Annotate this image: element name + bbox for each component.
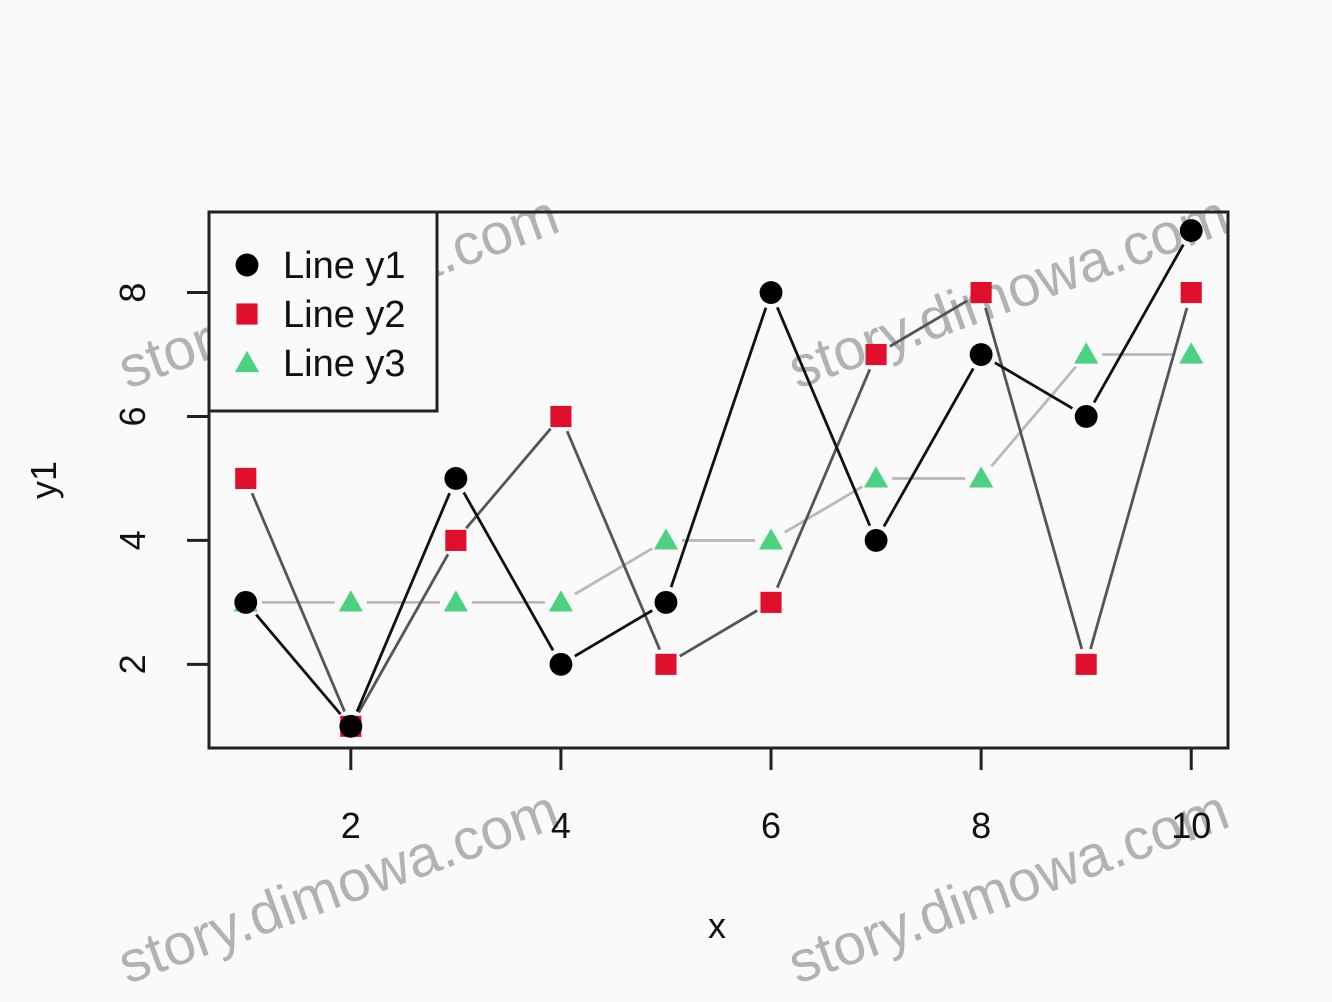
series-segment <box>355 492 451 713</box>
series-segment <box>565 430 662 651</box>
watermark-text: story.dimowa.com <box>110 777 567 996</box>
data-point <box>969 343 993 366</box>
data-point <box>1179 219 1203 243</box>
y-tick-label: 6 <box>112 406 153 426</box>
axes-layer: 2 4 6 8 10 2 4 6 8 <box>112 283 1211 846</box>
series-segment <box>1092 243 1185 404</box>
x-tick-label: 6 <box>761 805 781 846</box>
data-point <box>338 590 363 612</box>
series-layer <box>233 219 1204 738</box>
series-segment <box>775 306 872 527</box>
legend-label: Line y1 <box>283 245 406 287</box>
data-point <box>865 343 887 366</box>
series-1 <box>234 219 1203 738</box>
series-2 <box>235 281 1202 737</box>
series-segment <box>357 553 450 714</box>
y-tick-label: 4 <box>112 530 153 550</box>
data-point <box>655 653 677 675</box>
legend-label: Line y2 <box>283 294 406 336</box>
data-point <box>235 467 257 490</box>
y-tick-label: 8 <box>112 283 153 303</box>
data-point <box>550 405 572 428</box>
data-point <box>445 529 467 551</box>
series-segment <box>882 367 975 528</box>
data-point <box>1075 653 1097 675</box>
data-point <box>443 590 468 612</box>
data-point <box>863 466 889 488</box>
data-point <box>339 714 363 738</box>
data-point <box>760 591 782 613</box>
data-point <box>758 528 784 550</box>
series-segment <box>465 427 552 530</box>
series-segment <box>250 492 346 713</box>
y-tick-label: 2 <box>112 654 153 674</box>
data-point <box>969 466 994 488</box>
series-segment <box>669 307 768 588</box>
data-point <box>1179 342 1204 364</box>
legend-marker <box>236 303 258 325</box>
series-segment <box>990 365 1077 468</box>
x-axis-label: x <box>708 905 726 946</box>
legend-marker <box>235 253 259 277</box>
data-point <box>970 281 992 304</box>
legend-marker <box>234 350 260 373</box>
data-point <box>548 590 574 612</box>
x-tick-label: 10 <box>1171 805 1211 846</box>
series-segment <box>784 485 864 534</box>
data-point <box>864 528 888 552</box>
data-point <box>654 590 678 614</box>
data-point <box>1074 342 1099 364</box>
legend-label: Line y3 <box>283 343 406 385</box>
data-point <box>1074 405 1098 428</box>
series-segment <box>462 491 555 652</box>
data-point <box>1180 281 1202 304</box>
series-segment <box>573 609 653 658</box>
watermark-text: story.dimowa.com <box>780 777 1237 996</box>
series-segment <box>679 609 758 658</box>
y-axis-label: y1 <box>23 461 64 499</box>
series-segment <box>994 361 1074 410</box>
data-point <box>444 467 468 490</box>
series-segment <box>1089 307 1189 650</box>
data-point <box>653 528 679 550</box>
data-point <box>759 281 783 304</box>
series-segment <box>255 613 342 716</box>
plot-frame <box>207 210 1230 750</box>
legend: Line y1 Line y2 Line y3 <box>207 210 439 413</box>
series-segment <box>775 368 872 589</box>
x-tick-label: 2 <box>341 805 361 846</box>
data-point <box>549 652 573 676</box>
x-tick-label: 4 <box>551 805 571 846</box>
series-segment <box>573 547 653 596</box>
series-segment <box>889 299 969 348</box>
data-point <box>234 590 258 614</box>
x-tick-label: 8 <box>971 805 991 846</box>
series-segment <box>984 307 1084 650</box>
